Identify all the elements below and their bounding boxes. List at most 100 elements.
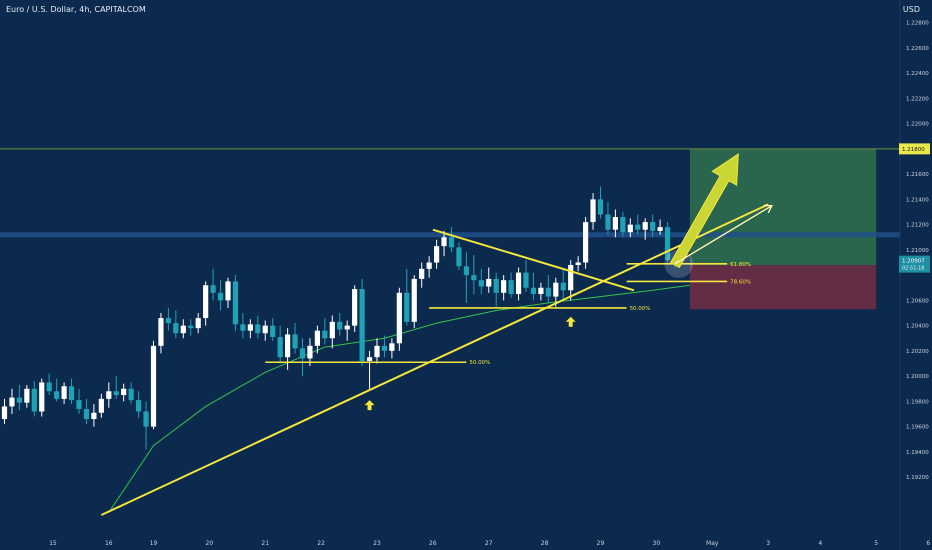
candle-body: [39, 382, 45, 412]
candle-body: [9, 397, 15, 407]
currency-label: USD: [902, 5, 920, 14]
fib-level-label: 61.80%: [730, 262, 751, 268]
time-tick-label: 4: [818, 540, 822, 547]
candle-body: [299, 348, 306, 359]
candle-body: [61, 386, 67, 399]
candle-body: [314, 330, 320, 346]
price-tick-label: 1.21000: [906, 248, 929, 254]
candle-body: [352, 289, 358, 326]
candle-body: [620, 217, 626, 233]
target-zone: [689, 148, 877, 266]
candle-body: [203, 285, 209, 319]
candle-body: [583, 222, 589, 263]
candle-body: [575, 262, 581, 266]
time-tick-label: 30: [653, 540, 661, 547]
candle-body: [83, 408, 90, 420]
up-arrow-icon: [364, 400, 375, 411]
candle-body: [560, 282, 566, 291]
price-tick-label: 1.20200: [906, 349, 929, 355]
candle-body: [471, 275, 477, 281]
candle-body: [322, 330, 328, 339]
candle-body: [530, 287, 537, 295]
trend-projection-arrow: [674, 205, 773, 265]
candle-body: [463, 266, 469, 276]
candle-body: [31, 388, 37, 412]
candle-body: [344, 325, 350, 330]
candle-body: [597, 199, 604, 215]
candle-body: [98, 398, 104, 413]
price-tick-label: 1.20400: [906, 324, 929, 330]
price-tick-label: 1.21600: [906, 172, 929, 178]
candle-body: [635, 224, 641, 230]
price-tick-label: 1.19800: [906, 399, 929, 405]
candle-body: [612, 217, 618, 230]
price-tick-label: 1.22400: [906, 71, 929, 77]
candle-body: [329, 321, 335, 339]
candle-body: [381, 345, 388, 351]
candle-body: [337, 321, 343, 330]
candle-body: [210, 285, 216, 293]
price-tick-label: 1.19600: [906, 425, 929, 431]
candle-body: [270, 325, 276, 337]
candle-body: [1, 406, 8, 420]
time-tick-label: 20: [206, 540, 214, 547]
trend-line: [432, 228, 635, 292]
time-tick-label: May: [706, 540, 719, 547]
candle-body: [76, 400, 82, 409]
candle-body: [188, 325, 194, 329]
fib-level-label: 78.60%: [730, 279, 751, 285]
candle-body: [426, 262, 432, 269]
time-tick-label: 5: [874, 540, 878, 547]
candle-body: [642, 222, 648, 230]
candle-body: [165, 318, 171, 324]
time-tick-label: 22: [317, 540, 325, 547]
time-tick-label: 6: [926, 540, 930, 547]
fib-level-label: 50.00%: [630, 306, 651, 312]
price-tick-label: 1.22800: [906, 21, 929, 27]
candle-body: [404, 292, 410, 322]
price-tick-label: 1.19200: [906, 475, 929, 481]
candle-body: [501, 280, 507, 293]
candle-body: [121, 388, 127, 396]
time-tick-label: 16: [105, 540, 113, 547]
candle-body: [553, 282, 559, 297]
trend-projection-arrowhead: [763, 204, 773, 214]
candle-body: [225, 281, 231, 301]
candle-body: [456, 247, 462, 267]
candle-body: [128, 388, 134, 401]
candle-body: [434, 246, 440, 263]
candle-body: [255, 324, 261, 334]
candle-body: [374, 345, 380, 358]
fib-level-label: 50.00%: [469, 360, 490, 366]
resistance-price-tag: [899, 143, 930, 155]
time-tick-label: 26: [429, 540, 437, 547]
candle-body: [240, 324, 246, 331]
candle-body: [650, 222, 656, 231]
candle-body: [664, 227, 671, 260]
current-price-label: 1.20907: [902, 259, 925, 265]
candle-body: [411, 278, 417, 322]
trend-line: [100, 203, 769, 516]
candle-body: [277, 336, 283, 358]
candle-body: [262, 325, 268, 334]
candle-body: [195, 318, 201, 329]
candle-body: [493, 278, 499, 293]
candle-body: [292, 334, 298, 349]
candle-countdown-label: 02:51:18: [902, 266, 924, 272]
candle-body: [515, 272, 522, 295]
stop-zone: [689, 265, 877, 310]
candle-body: [307, 345, 313, 359]
price-tick-label: 1.22000: [906, 122, 929, 128]
candle-body: [113, 391, 119, 396]
candle-body: [441, 237, 447, 247]
candle-body: [136, 400, 142, 412]
price-tick-label: 1.21400: [906, 197, 929, 203]
up-arrow-icon: [565, 316, 576, 327]
candle-body: [396, 292, 402, 344]
candle-body: [143, 411, 149, 427]
time-tick-label: 21: [261, 540, 269, 547]
price-tick-label: 1.21200: [906, 223, 929, 229]
candle-body: [508, 280, 514, 295]
